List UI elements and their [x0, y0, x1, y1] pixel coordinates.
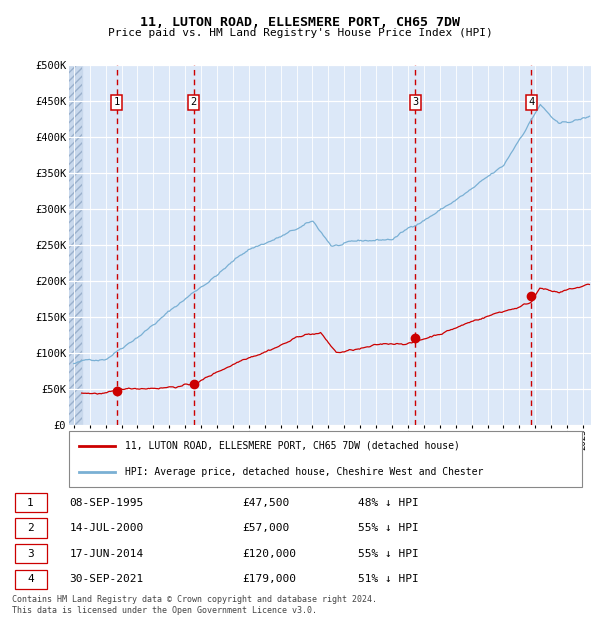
FancyBboxPatch shape [15, 493, 47, 512]
FancyBboxPatch shape [69, 431, 582, 487]
Text: 11, LUTON ROAD, ELLESMERE PORT, CH65 7DW (detached house): 11, LUTON ROAD, ELLESMERE PORT, CH65 7DW… [125, 441, 460, 451]
Text: 1: 1 [27, 498, 34, 508]
Text: 08-SEP-1995: 08-SEP-1995 [70, 498, 144, 508]
Text: 3: 3 [27, 549, 34, 559]
Text: 48% ↓ HPI: 48% ↓ HPI [358, 498, 418, 508]
Text: 2: 2 [191, 97, 197, 107]
Text: £120,000: £120,000 [242, 549, 296, 559]
Text: Price paid vs. HM Land Registry's House Price Index (HPI): Price paid vs. HM Land Registry's House … [107, 28, 493, 38]
Text: 1: 1 [113, 97, 120, 107]
Text: 55% ↓ HPI: 55% ↓ HPI [358, 523, 418, 533]
Text: This data is licensed under the Open Government Licence v3.0.: This data is licensed under the Open Gov… [12, 606, 317, 616]
FancyBboxPatch shape [15, 570, 47, 589]
Text: 30-SEP-2021: 30-SEP-2021 [70, 574, 144, 584]
FancyBboxPatch shape [15, 518, 47, 538]
Text: 51% ↓ HPI: 51% ↓ HPI [358, 574, 418, 584]
Text: 55% ↓ HPI: 55% ↓ HPI [358, 549, 418, 559]
Text: 17-JUN-2014: 17-JUN-2014 [70, 549, 144, 559]
Bar [69, 65, 82, 425]
Text: 3: 3 [412, 97, 418, 107]
Text: HPI: Average price, detached house, Cheshire West and Chester: HPI: Average price, detached house, Ches… [125, 467, 484, 477]
Text: 2: 2 [27, 523, 34, 533]
Text: 14-JUL-2000: 14-JUL-2000 [70, 523, 144, 533]
Text: 11, LUTON ROAD, ELLESMERE PORT, CH65 7DW: 11, LUTON ROAD, ELLESMERE PORT, CH65 7DW [140, 16, 460, 29]
Text: £47,500: £47,500 [242, 498, 290, 508]
Text: £57,000: £57,000 [242, 523, 290, 533]
FancyBboxPatch shape [15, 544, 47, 564]
Text: 4: 4 [27, 574, 34, 584]
Text: £179,000: £179,000 [242, 574, 296, 584]
Text: 4: 4 [528, 97, 535, 107]
Bar [69, 65, 82, 425]
Text: Contains HM Land Registry data © Crown copyright and database right 2024.: Contains HM Land Registry data © Crown c… [12, 595, 377, 604]
